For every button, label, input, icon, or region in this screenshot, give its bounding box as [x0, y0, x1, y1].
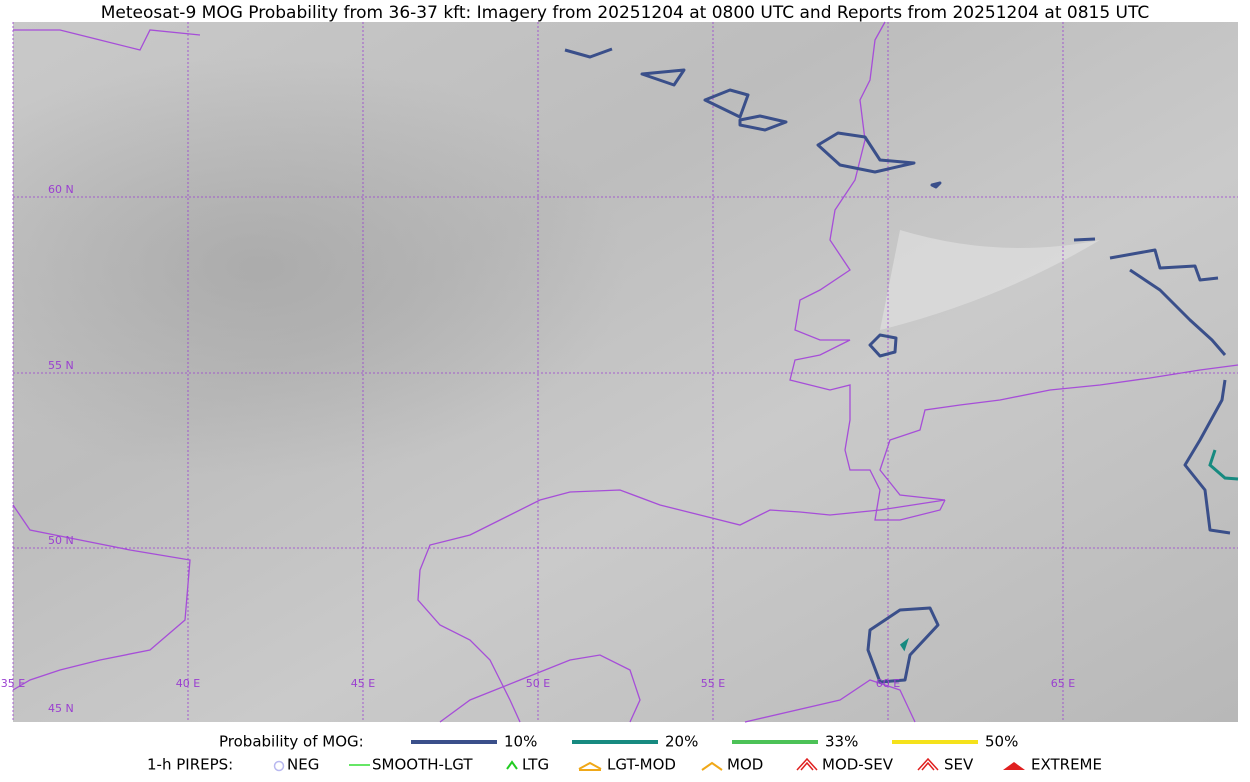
mog-level: 33% [825, 733, 858, 751]
pirep-category: MOD [727, 756, 763, 774]
pirep-category: EXTREME [1031, 756, 1102, 774]
latitude-label: 60 N [48, 183, 74, 196]
longitude-label: 40 E [176, 677, 200, 690]
mog-level: 50% [985, 733, 1018, 751]
pireps-legend-label: 1-h PIREPS: [147, 756, 233, 774]
imagery-shading [13, 22, 1238, 722]
longitude-label: 65 E [1051, 677, 1075, 690]
graticule [12, 22, 1238, 722]
mog-contours [564, 47, 1239, 684]
mog-level: 20% [665, 733, 698, 751]
pirep-category: NEG [287, 756, 319, 774]
latitude-label: 55 N [48, 359, 74, 372]
legend: Probability of MOG: 1-h PIREPS: 10% 20% 33… [147, 733, 1102, 774]
mog-level: 10% [504, 733, 537, 751]
graticule-labels: 60 N 55 N 50 N 45 N 35 E 40 E 45 E 50 E 55 E 60 E… [1, 183, 1075, 715]
longitude-label: 60 E [876, 677, 900, 690]
longitude-label: 55 E [701, 677, 725, 690]
map: 60 N 55 N 50 N 45 N 35 E 40 E 45 E 50 E 55 E 60 E… [1, 21, 1239, 723]
pirep-category: LTG [522, 756, 549, 774]
longitude-label: 50 E [526, 677, 550, 690]
pirep-category: SEV [944, 756, 974, 774]
pirep-category: MOD-SEV [822, 756, 894, 774]
latitude-label: 50 N [48, 534, 74, 547]
latitude-label: 45 N [48, 702, 74, 715]
mog-legend-label: Probability of MOG: [219, 733, 364, 751]
pirep-category: SMOOTH-LGT [372, 756, 473, 774]
pirep-icons [273, 757, 1025, 772]
longitude-label: 35 E [1, 677, 25, 690]
longitude-label: 45 E [351, 677, 375, 690]
imagery-bright [880, 230, 1100, 330]
title: Meteosat-9 MOG Probability from 36-37 kf… [101, 3, 1150, 23]
pirep-category: LGT-MOD [607, 756, 676, 774]
borders [12, 21, 1239, 723]
